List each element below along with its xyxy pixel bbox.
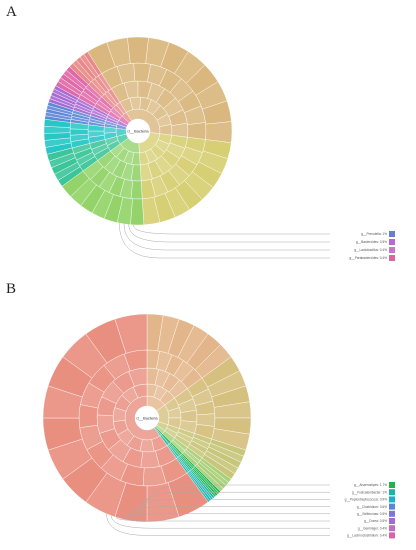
legend-swatch: [389, 503, 395, 510]
krona-chart-a: d__Bacteria g__Prevotella: 1% g__Bacteroid…: [43, 36, 395, 261]
leader-line: [126, 506, 330, 520]
sunburst-sector[interactable]: [138, 132, 232, 226]
sunburst-wedge[interactable]: [127, 36, 149, 64]
sunburst-sector[interactable]: [42, 313, 209, 523]
sunburst-wedge[interactable]: [114, 313, 148, 354]
leader-line: [116, 517, 330, 522]
legend-swatch: [389, 525, 395, 532]
krona-chart-b: d__Bacteria g__Anaerostipes: 1.7% g__Fusic…: [42, 313, 395, 539]
leader-line: [131, 499, 330, 521]
legend-label: g__Gemmiger: 0.4%: [358, 526, 387, 530]
legend-swatch: [389, 247, 395, 253]
sunburst-sector[interactable]: [156, 421, 247, 480]
sunburst-sector[interactable]: [43, 118, 127, 155]
legend-label: g__Peptostreptococcus: 0.9%: [345, 498, 388, 502]
center-label: d__Bacteria: [136, 415, 158, 420]
sunburst-sector[interactable]: [55, 66, 130, 126]
legend-swatch: [389, 482, 395, 488]
legend-swatch: [389, 489, 395, 496]
legend-swatch: [389, 518, 395, 524]
legend-label: g__Fusicatenibacter: 1%: [352, 490, 387, 494]
sunburst-wedge[interactable]: [171, 122, 189, 138]
legend-swatch: [389, 496, 395, 503]
panel-b-letter: B: [6, 281, 17, 297]
leader-line: [111, 515, 330, 529]
legend-label: g__Anaerostipes: 1.7%: [354, 483, 387, 487]
leader-line: [133, 224, 330, 235]
sunburst-sector[interactable]: [87, 36, 233, 144]
legend-swatch: [389, 239, 395, 245]
leader-line: [123, 223, 330, 251]
sunburst-sector[interactable]: [61, 137, 145, 226]
sunburst-wedge[interactable]: [69, 128, 89, 136]
legend-label: g__Prevotella: 1%: [361, 232, 387, 236]
legend-label: g__Clostridium: 0.6%: [357, 505, 387, 509]
sunburst-sector[interactable]: [154, 426, 221, 498]
chart-center[interactable]: [135, 406, 159, 430]
sunburst-wedge[interactable]: [205, 121, 233, 144]
sunburst-wedge[interactable]: [78, 404, 99, 428]
sunburst-sector[interactable]: [69, 51, 132, 124]
leader-line: [136, 491, 330, 522]
legend-swatch: [389, 231, 395, 237]
legend: g__Prevotella: 1% g__Bacteroides: 0.5% g__…: [119, 223, 395, 261]
legend: g__Anaerostipes: 1.7% g__Fusicatenibacter…: [106, 482, 395, 539]
legend-label: g__Sellimonas: 0.5%: [357, 512, 387, 516]
legend-label: g__Bacteroides: 0.5%: [356, 240, 387, 244]
leader-line: [121, 513, 330, 519]
leader-line: [128, 224, 330, 243]
legend-label: g__Dorea: 0.5%: [364, 519, 387, 523]
sunburst-sector[interactable]: [146, 313, 232, 412]
chart-center[interactable]: [126, 119, 150, 143]
sunburst-sector[interactable]: [156, 356, 252, 451]
sunburst-sector[interactable]: [44, 101, 127, 130]
legend-swatch: [389, 255, 395, 261]
leader-line: [106, 513, 330, 536]
legend-label: g__Lactobacillus: 0.4%: [354, 248, 387, 252]
leader-line: [119, 223, 330, 259]
legend-swatch: [389, 532, 395, 539]
sunburst-wedge[interactable]: [187, 122, 207, 140]
center-label: d__Bacteria: [127, 128, 149, 133]
panel-a-letter: A: [6, 4, 17, 20]
sunburst-wedge[interactable]: [83, 51, 102, 76]
legend-swatch: [389, 510, 395, 517]
legend-label: g__Parabacteroides: 0.4%: [349, 256, 387, 260]
sunburst-wedge[interactable]: [130, 198, 145, 226]
legend-label: g__Lachnoclostridium: 0.4%: [347, 534, 387, 538]
